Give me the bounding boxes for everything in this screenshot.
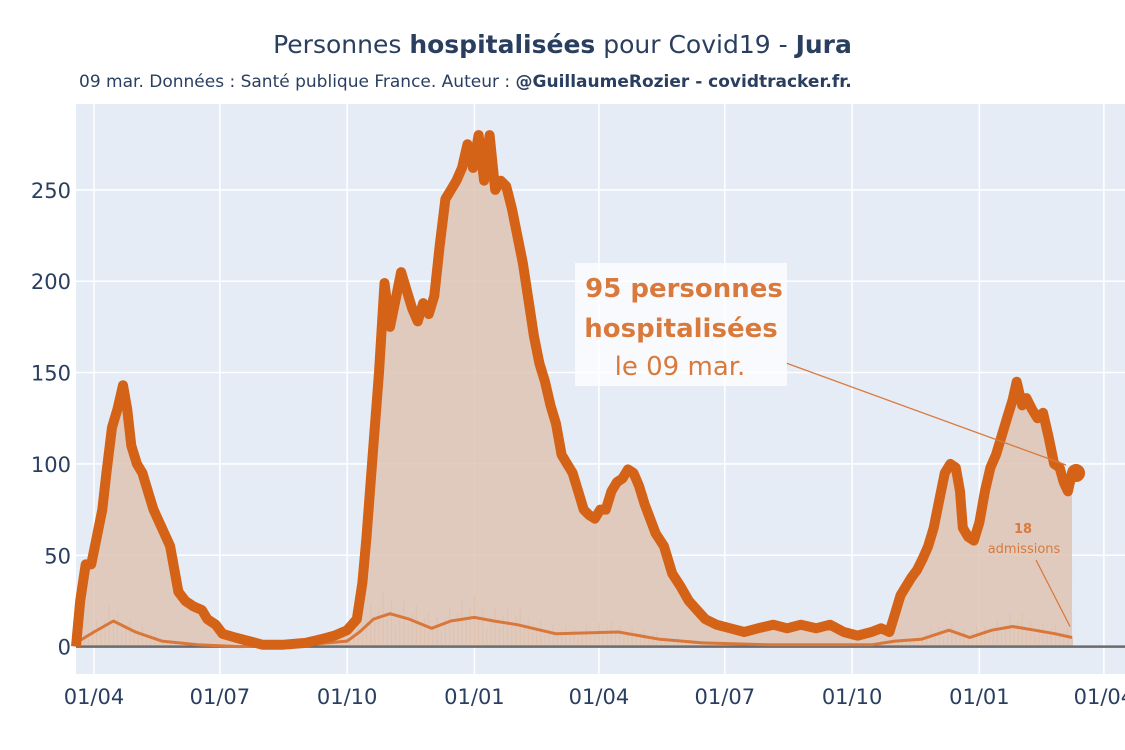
y-axis-ticks: 0 50 100 150 200 250 [31, 179, 71, 660]
last-value-marker [1067, 464, 1086, 483]
admissions-value: 18 [1014, 522, 1032, 537]
admission-bar [1071, 637, 1073, 647]
admissions-arrow-line [1035, 559, 1071, 627]
x-tick-label: 01/04 [1074, 685, 1125, 709]
chart-subtitle: 09 mar. Données : Santé publique France.… [79, 72, 852, 92]
annotation-line1: 95 personnes [585, 274, 783, 304]
y-tick-label: 100 [31, 453, 71, 477]
y-tick-label: 150 [31, 362, 71, 386]
x-tick-label: 01/01 [949, 685, 1010, 709]
x-axis-ticks: 01/04 01/07 01/10 01/01 01/04 01/07 01/10 01/01… [64, 685, 1125, 709]
y-tick-label: 0 [58, 636, 71, 660]
x-tick-label: 01/01 [444, 685, 505, 709]
y-tick-label: 200 [31, 270, 71, 294]
x-tick-label: 01/04 [569, 685, 630, 709]
annotation-arrow-line [785, 362, 1067, 466]
hospitalises-line [71, 130, 1077, 650]
x-tick-label: 01/07 [695, 685, 756, 709]
x-tick-label: 01/10 [317, 685, 378, 709]
annotation-box [575, 263, 787, 386]
chart-title: Personnes hospitalisées pour Covid19 - J… [273, 30, 852, 59]
y-tick-label: 50 [44, 544, 71, 568]
admissions-label: admissions [988, 542, 1061, 557]
admissions-line [75, 612, 1073, 649]
annotation-line3: le 09 mar. [615, 352, 746, 382]
annotation-line2: hospitalisées [584, 314, 777, 344]
x-tick-label: 01/04 [64, 685, 125, 709]
y-tick-label: 250 [31, 179, 71, 203]
x-tick-label: 01/10 [822, 685, 883, 709]
x-tick-label: 01/07 [190, 685, 251, 709]
